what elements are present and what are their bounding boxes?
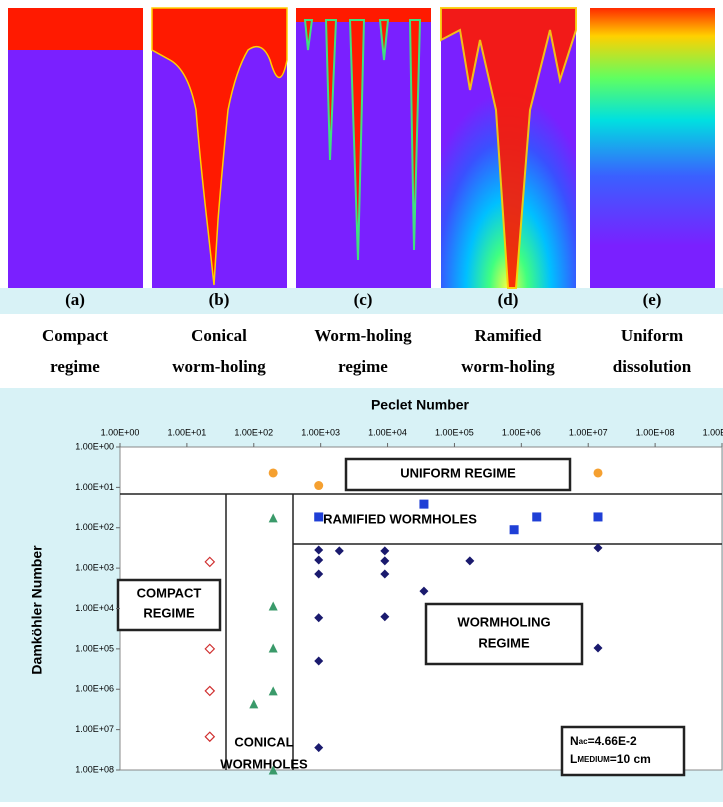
data-point — [380, 546, 390, 556]
data-point — [268, 468, 278, 478]
data-point — [314, 743, 324, 753]
panel-caption: worm-holing — [461, 357, 555, 376]
annotation-box — [116, 578, 222, 632]
data-point — [204, 685, 216, 697]
x-tick-label: 1.00E+08 — [636, 427, 675, 437]
data-point — [380, 556, 390, 566]
data-point — [204, 643, 216, 655]
x-tick-label: 1.00E+01 — [167, 427, 206, 437]
annotation: WORMHOLES — [220, 756, 308, 771]
annotation: WORMHOLING — [457, 614, 550, 629]
panel-caption: Conical — [191, 326, 247, 345]
x-tick-label: 1.00E+02 — [234, 427, 273, 437]
x-tick-label: 1.00E+09 — [703, 427, 723, 437]
data-point — [593, 543, 603, 553]
y-tick-label: 1.00E+08 — [75, 764, 114, 774]
panel-caption: Ramified — [474, 326, 542, 345]
panel-label: (c) — [354, 290, 373, 309]
data-point — [593, 512, 603, 522]
data-point — [268, 513, 278, 523]
panel-caption: regime — [50, 357, 100, 376]
annotation: COMPACT — [137, 585, 202, 600]
data-point — [268, 765, 278, 775]
annotation: UNIFORM REGIME — [400, 465, 516, 480]
y-tick-label: 1.00E+00 — [75, 441, 114, 451]
y-tick-label: 1.00E+04 — [75, 603, 114, 613]
annotation: RAMIFIED WORMHOLES — [323, 511, 477, 526]
panel-caption: regime — [338, 357, 388, 376]
x-tick-label: 1.00E+00 — [101, 427, 140, 437]
data-point — [509, 525, 519, 535]
data-point — [314, 512, 324, 522]
data-point — [314, 613, 324, 623]
data-point — [249, 699, 259, 709]
panel-caption: Uniform — [621, 326, 683, 345]
y-tick-label: 1.00E+01 — [75, 482, 114, 492]
panel-caption: worm-holing — [172, 357, 266, 376]
parameter: LMEDIUM=10 cm — [570, 752, 651, 766]
data-point — [465, 556, 475, 566]
data-point — [268, 601, 278, 611]
panel-caption: Worm-holing — [314, 326, 412, 345]
y-tick-label: 1.00E+02 — [75, 522, 114, 532]
parameter-part: MEDIUM — [577, 755, 610, 764]
x-tick-label: 1.00E+06 — [502, 427, 541, 437]
annotation: CONICAL — [234, 734, 293, 749]
data-point — [532, 512, 542, 522]
data-point — [334, 546, 344, 556]
data-point — [314, 569, 324, 579]
y-axis-title: Damköhler Number — [29, 545, 45, 675]
annotation: REGIME — [143, 605, 195, 620]
panel-caption: Compact — [42, 326, 108, 345]
y-tick-label: 1.00E+07 — [75, 724, 114, 734]
y-tick-label: 1.00E+06 — [75, 684, 114, 694]
data-point — [314, 555, 324, 565]
data-point — [419, 586, 429, 596]
panel-caption: dissolution — [613, 357, 692, 376]
x-tick-label: 1.00E+04 — [368, 427, 407, 437]
data-point — [380, 569, 390, 579]
panel-label: (e) — [643, 290, 662, 309]
y-tick-label: 1.00E+05 — [75, 643, 114, 653]
panel-label: (d) — [498, 290, 519, 309]
data-point — [314, 481, 324, 491]
annotation: REGIME — [478, 635, 530, 650]
parameter-part: =10 cm — [610, 752, 651, 766]
data-point — [204, 731, 216, 743]
data-point — [593, 643, 603, 653]
parameter-box — [560, 725, 686, 777]
panel-label: (a) — [65, 290, 85, 309]
annotation-box — [344, 457, 572, 492]
parameter-part: L — [570, 752, 577, 766]
panel-images — [8, 7, 715, 289]
x-axis-title: Peclet Number — [371, 397, 470, 413]
x-tick-label: 1.00E+05 — [435, 427, 474, 437]
y-tick-label: 1.00E+03 — [75, 563, 114, 573]
data-point — [268, 686, 278, 696]
data-point — [380, 612, 390, 622]
data-point — [204, 556, 216, 568]
parameter-part: N — [570, 734, 579, 748]
data-point — [314, 656, 324, 666]
panel-label: (b) — [209, 290, 230, 309]
annotation-box — [424, 602, 584, 666]
parameter-part: ac — [579, 737, 588, 746]
data-point — [419, 499, 429, 509]
parameter-part: =4.66E-2 — [588, 734, 637, 748]
x-tick-label: 1.00E+03 — [301, 427, 340, 437]
data-point — [314, 545, 324, 555]
label-band — [0, 288, 723, 314]
x-tick-label: 1.00E+07 — [569, 427, 608, 437]
data-point — [593, 468, 603, 478]
data-point — [268, 643, 278, 653]
regime-boundaries — [120, 493, 722, 770]
parameter: Nac=4.66E-2 — [570, 734, 637, 748]
